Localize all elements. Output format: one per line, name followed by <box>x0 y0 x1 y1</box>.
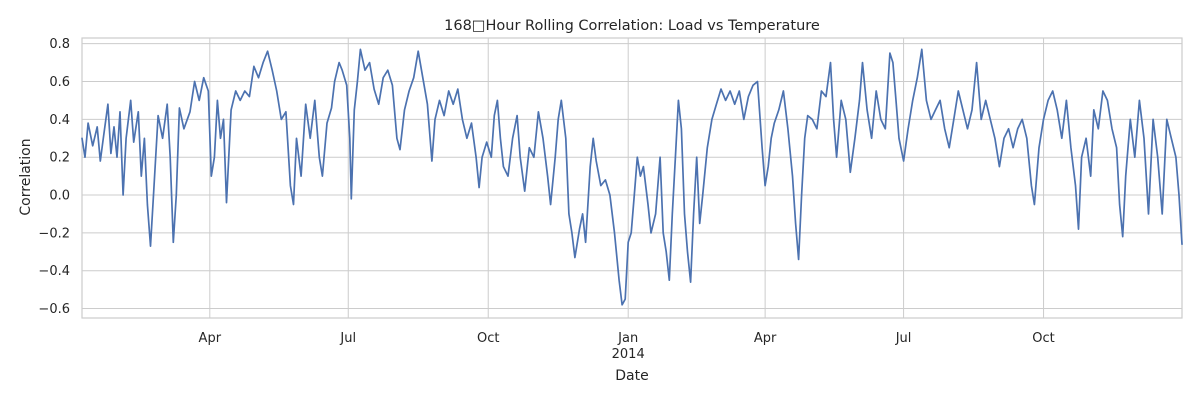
y-tick-label: 0.4 <box>49 113 70 128</box>
y-tick-label: 0.6 <box>49 75 70 90</box>
x-tick-label: Apr <box>754 331 777 346</box>
x-tick-label: Jul <box>339 331 356 346</box>
series-layer <box>81 48 1183 306</box>
x-tick-label: Jan <box>617 331 638 346</box>
y-tick-label: 0.2 <box>49 151 70 166</box>
y-tick-label: 0.8 <box>49 37 70 52</box>
y-tick-label: 0.0 <box>49 189 70 204</box>
y-tick-label: −0.4 <box>38 264 70 279</box>
plot-frame <box>81 37 1183 319</box>
x-tick-label: Oct <box>477 331 499 346</box>
x-tick-year-label: 2014 <box>612 347 645 362</box>
x-tick-label: Apr <box>199 331 222 346</box>
y-axis-title: Correlation <box>18 138 34 215</box>
grid-lines <box>82 38 1182 318</box>
y-tick-label: −0.6 <box>38 302 70 317</box>
x-tick-label: Oct <box>1032 331 1054 346</box>
x-tick-label: Jul <box>895 331 912 346</box>
x-axis-title: Date <box>615 368 648 384</box>
y-axis: 0.8 0.6 0.4 0.2 0.0 −0.2 −0.4 −0.6 <box>38 37 70 317</box>
y-tick-label: −0.2 <box>38 226 70 241</box>
series-line <box>81 48 1183 306</box>
chart-title: 168□Hour Rolling Correlation: Load vs Te… <box>444 18 820 34</box>
